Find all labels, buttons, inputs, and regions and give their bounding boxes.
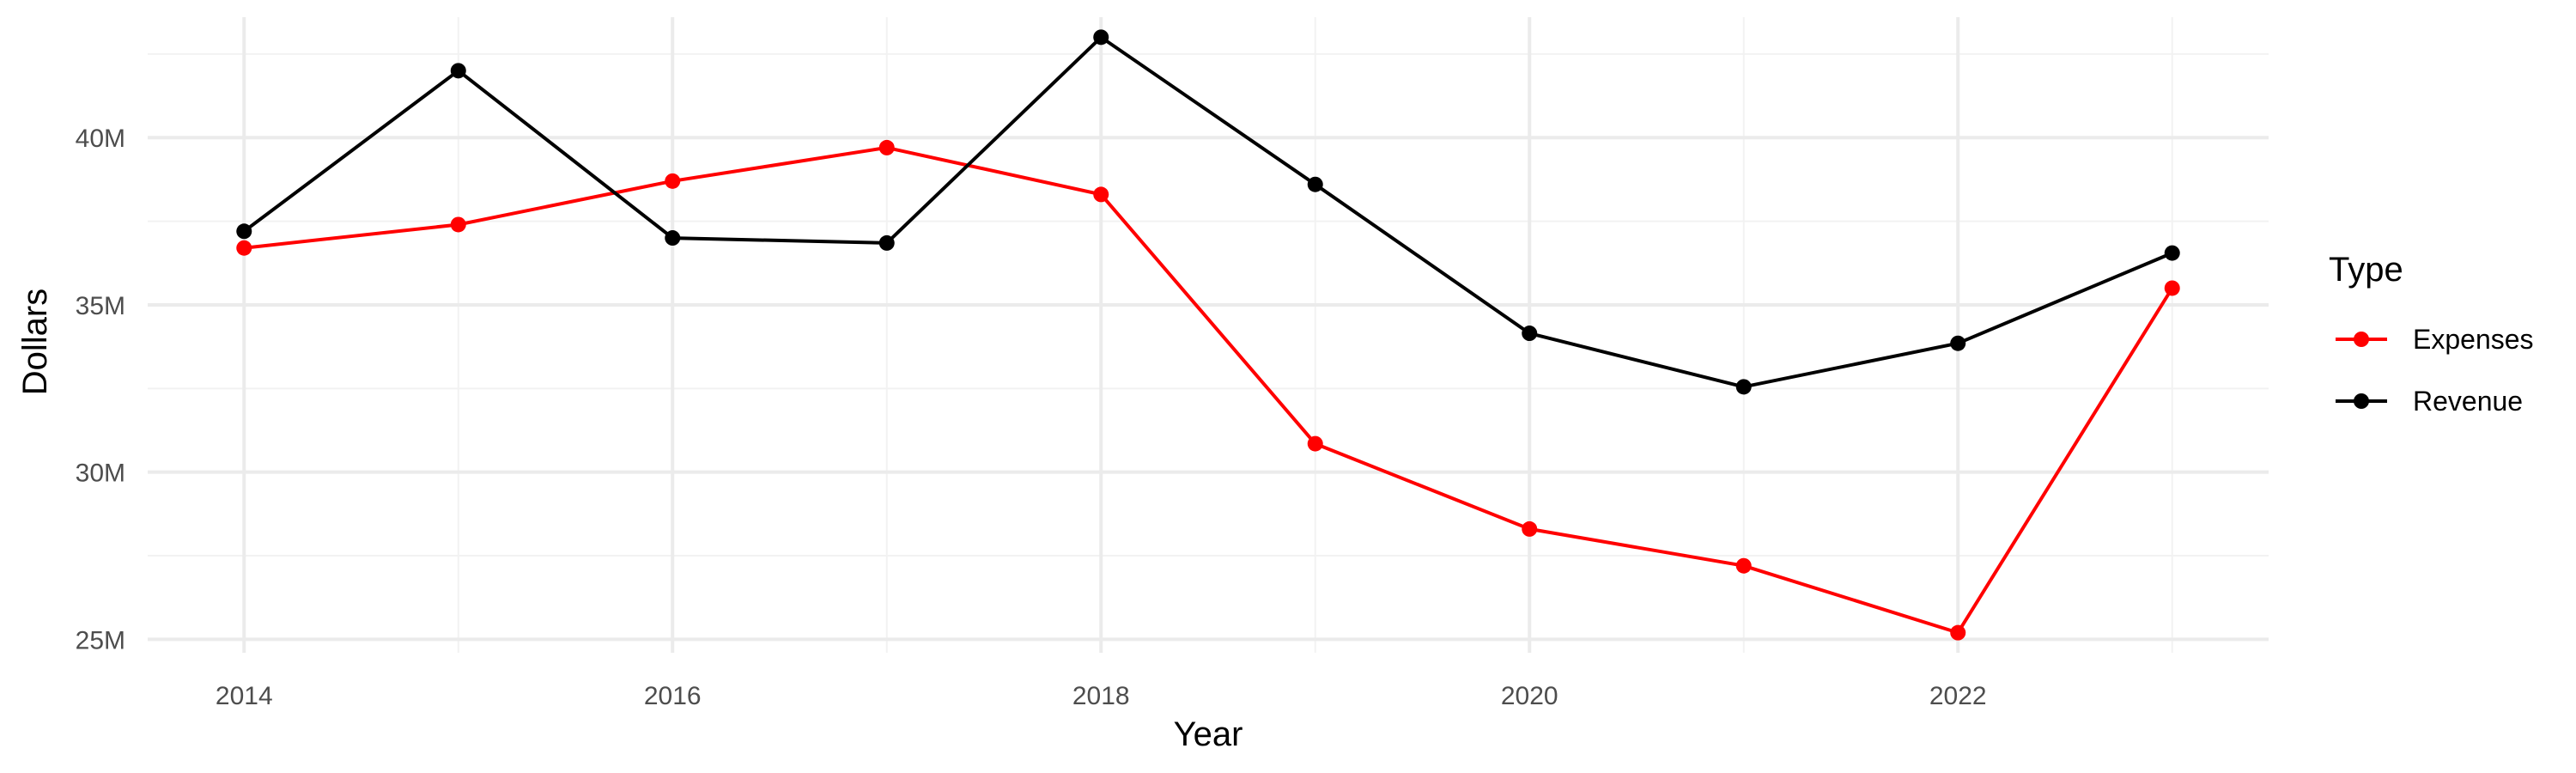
x-tick-label: 2020 [1501, 682, 1558, 710]
x-tick-label: 2014 [216, 682, 273, 710]
legend-key-point [2354, 332, 2369, 347]
series-points [236, 29, 2180, 641]
revenue-line [243, 35, 2173, 389]
legend-label: Revenue [2413, 386, 2523, 417]
legend-items: Expenses Revenue [2336, 324, 2534, 417]
expenses-point [665, 173, 681, 189]
legend: Type Expenses Revenue [2329, 251, 2534, 417]
revenue-point [1522, 326, 1538, 342]
expenses-point [236, 240, 252, 256]
x-axis-title: Year [1174, 715, 1243, 753]
expenses-point [2164, 280, 2180, 296]
legend-key-point [2354, 393, 2369, 409]
y-tick-label: 35M [76, 292, 125, 320]
expenses-point [450, 216, 466, 233]
revenue-point [450, 63, 466, 79]
series-lines [243, 35, 2174, 635]
y-tick-label: 40M [76, 125, 125, 153]
revenue-point [878, 234, 895, 251]
legend-title: Type [2329, 251, 2403, 289]
revenue-point [236, 223, 252, 240]
revenue-point [1950, 335, 1966, 351]
revenue-point [1735, 379, 1752, 395]
y-axis-ticks: 25M 30M 35M 40M [76, 125, 125, 654]
legend-label: Expenses [2413, 324, 2534, 355]
legend-item-revenue: Revenue [2336, 386, 2523, 417]
y-tick-label: 25M [76, 626, 125, 654]
expenses-line [244, 145, 2174, 635]
expenses-point [1093, 186, 1109, 203]
expenses-point [1307, 435, 1323, 452]
y-axis-title: Dollars [16, 289, 54, 395]
x-tick-label: 2018 [1072, 682, 1130, 710]
x-tick-label: 2016 [644, 682, 702, 710]
revenue-point [665, 230, 681, 247]
legend-item-expenses: Expenses [2336, 324, 2534, 355]
x-tick-label: 2022 [1929, 682, 1987, 710]
expenses-point [1735, 557, 1752, 574]
revenue-point [1307, 176, 1323, 192]
x-axis-ticks: 2014 2016 2018 2020 2022 [216, 682, 1987, 710]
revenue-point [2164, 245, 2180, 261]
y-tick-label: 30M [76, 460, 125, 488]
expenses-point [1522, 520, 1538, 537]
revenue-point [1093, 29, 1109, 46]
expenses-point [878, 139, 895, 155]
expenses-point [1950, 624, 1966, 641]
